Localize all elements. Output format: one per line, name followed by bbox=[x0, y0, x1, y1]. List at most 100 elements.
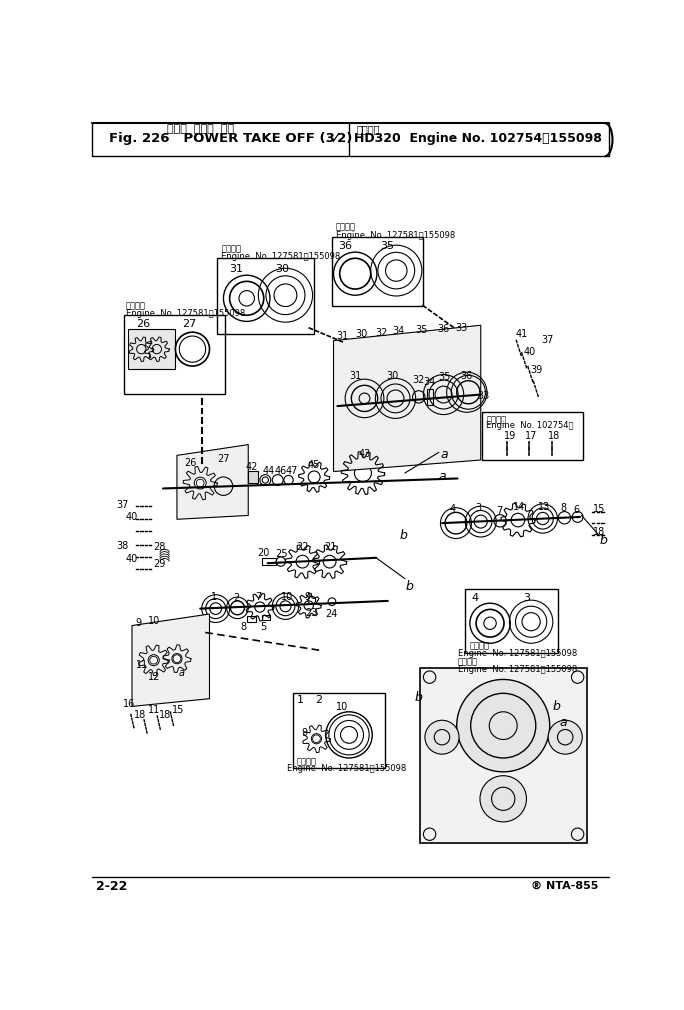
Text: 1: 1 bbox=[297, 695, 304, 705]
Text: 37: 37 bbox=[116, 500, 129, 510]
Text: 9: 9 bbox=[136, 618, 142, 628]
Text: 38: 38 bbox=[116, 540, 129, 550]
Circle shape bbox=[548, 720, 582, 754]
Text: 47: 47 bbox=[285, 467, 298, 476]
Text: パワー  テーク  オフ: パワー テーク オフ bbox=[167, 124, 234, 134]
Text: 19: 19 bbox=[504, 430, 516, 440]
Bar bbox=[124, 315, 225, 394]
Text: a: a bbox=[179, 668, 185, 678]
Text: 39: 39 bbox=[530, 365, 542, 375]
Polygon shape bbox=[177, 444, 248, 519]
Text: 40: 40 bbox=[126, 553, 138, 564]
Text: 31: 31 bbox=[229, 265, 243, 275]
Text: 28: 28 bbox=[154, 542, 166, 552]
Text: Engine  No. 127581～155098: Engine No. 127581～155098 bbox=[221, 252, 341, 262]
Text: 42: 42 bbox=[246, 462, 259, 472]
Text: 適用号機: 適用号機 bbox=[458, 658, 477, 667]
Text: 27: 27 bbox=[218, 453, 230, 464]
Text: 31: 31 bbox=[336, 330, 348, 340]
Bar bbox=[465, 590, 558, 652]
Text: 15: 15 bbox=[172, 705, 185, 715]
Text: Engine  No. 102754～: Engine No. 102754～ bbox=[486, 421, 574, 430]
Text: 16: 16 bbox=[122, 699, 135, 709]
Text: b: b bbox=[552, 700, 560, 713]
Text: b: b bbox=[406, 580, 413, 593]
Text: 3: 3 bbox=[475, 503, 482, 513]
Bar bbox=[293, 693, 384, 768]
Text: 36: 36 bbox=[460, 371, 472, 381]
Text: 適用号機: 適用号機 bbox=[297, 758, 317, 767]
Text: 6: 6 bbox=[574, 505, 580, 515]
Text: 11: 11 bbox=[136, 661, 148, 671]
Text: 18: 18 bbox=[133, 710, 146, 720]
Text: 34: 34 bbox=[423, 377, 436, 387]
Text: 35: 35 bbox=[380, 241, 394, 251]
Text: 26: 26 bbox=[136, 319, 150, 329]
Circle shape bbox=[196, 480, 204, 487]
Circle shape bbox=[480, 776, 527, 822]
Text: Engine  No. 127581～155098: Engine No. 127581～155098 bbox=[126, 309, 245, 318]
Text: 2: 2 bbox=[233, 593, 240, 603]
Circle shape bbox=[425, 720, 459, 754]
Circle shape bbox=[457, 680, 550, 772]
Text: 適用号機: 適用号機 bbox=[469, 641, 489, 650]
Text: 22: 22 bbox=[296, 542, 308, 552]
Text: 33: 33 bbox=[455, 323, 467, 333]
Text: 37: 37 bbox=[541, 335, 553, 345]
Text: 12: 12 bbox=[148, 672, 160, 682]
Text: 41: 41 bbox=[516, 329, 528, 339]
Text: 4: 4 bbox=[450, 504, 456, 514]
Text: 43: 43 bbox=[358, 449, 371, 460]
Text: Engine  No. 127581～155098: Engine No. 127581～155098 bbox=[458, 649, 577, 659]
Text: 適用号機: 適用号機 bbox=[126, 301, 146, 310]
Text: 14: 14 bbox=[513, 502, 525, 512]
Text: 9: 9 bbox=[301, 728, 307, 738]
Text: 7: 7 bbox=[255, 592, 261, 602]
Bar bbox=[262, 615, 270, 620]
Text: 36: 36 bbox=[437, 324, 449, 333]
Text: a: a bbox=[440, 447, 448, 461]
Text: 31: 31 bbox=[349, 371, 361, 381]
Text: 44: 44 bbox=[262, 467, 274, 476]
Polygon shape bbox=[334, 325, 481, 472]
Text: 3: 3 bbox=[523, 593, 530, 603]
Bar bbox=[262, 558, 276, 566]
Text: 27: 27 bbox=[183, 319, 196, 329]
Text: ® NTA-855: ® NTA-855 bbox=[531, 881, 598, 891]
Text: 適用号機: 適用号機 bbox=[221, 244, 241, 254]
Text: 30: 30 bbox=[276, 265, 289, 275]
Text: 29: 29 bbox=[154, 559, 166, 569]
Bar bbox=[128, 329, 174, 369]
Text: 21: 21 bbox=[324, 542, 337, 552]
Text: 17: 17 bbox=[525, 430, 538, 440]
Circle shape bbox=[173, 654, 181, 663]
Bar bbox=[482, 412, 583, 460]
Text: 35: 35 bbox=[415, 325, 428, 335]
Text: 7: 7 bbox=[497, 506, 503, 516]
Text: 10: 10 bbox=[281, 592, 293, 602]
Text: 適用号機: 適用号機 bbox=[357, 124, 380, 134]
Text: 2-22: 2-22 bbox=[96, 881, 128, 894]
Circle shape bbox=[150, 656, 157, 664]
Text: 45: 45 bbox=[308, 460, 320, 470]
Text: 34: 34 bbox=[393, 326, 405, 336]
Text: Engine  No. 127581～155098: Engine No. 127581～155098 bbox=[336, 230, 455, 239]
Text: 適用号機: 適用号機 bbox=[336, 223, 356, 232]
Bar bbox=[427, 389, 433, 405]
Text: 36: 36 bbox=[338, 241, 352, 251]
Text: 30: 30 bbox=[386, 371, 399, 381]
Polygon shape bbox=[132, 614, 209, 706]
Text: 32: 32 bbox=[412, 376, 425, 385]
Text: b: b bbox=[414, 691, 422, 704]
Text: a: a bbox=[560, 716, 568, 728]
Text: 18: 18 bbox=[548, 430, 560, 440]
Text: 適用号機: 適用号機 bbox=[486, 415, 506, 424]
Text: b: b bbox=[399, 529, 407, 542]
Text: 46: 46 bbox=[274, 467, 287, 476]
Text: Engine  No. 127581～155098: Engine No. 127581～155098 bbox=[287, 765, 406, 773]
Text: 33: 33 bbox=[477, 391, 490, 401]
Text: 40: 40 bbox=[523, 346, 536, 357]
Text: 9: 9 bbox=[304, 592, 310, 602]
Text: 24: 24 bbox=[326, 609, 338, 619]
Text: 2: 2 bbox=[315, 695, 322, 705]
